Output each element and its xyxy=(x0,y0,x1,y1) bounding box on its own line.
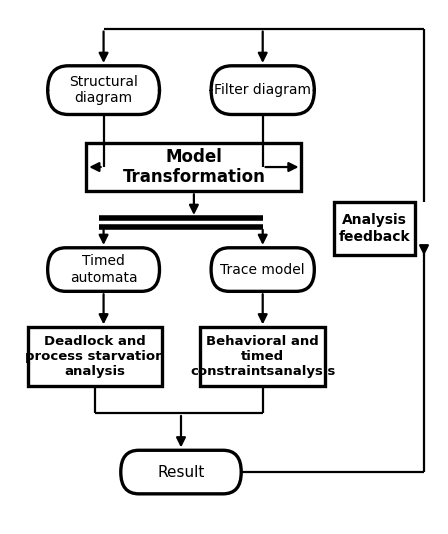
Text: Analysis
feedback: Analysis feedback xyxy=(339,214,410,244)
Text: Trace model: Trace model xyxy=(220,263,305,277)
Bar xyxy=(28,327,162,386)
FancyBboxPatch shape xyxy=(211,248,314,292)
Text: Timed
automata: Timed automata xyxy=(70,255,138,285)
Text: Model
Transformation: Model Transformation xyxy=(122,147,265,186)
Text: Behavioral and
timed
constraintsanalysis: Behavioral and timed constraintsanalysis xyxy=(190,335,336,378)
Bar xyxy=(334,202,415,255)
Text: Result: Result xyxy=(157,465,205,480)
Text: Deadlock and
process starvation
analysis: Deadlock and process starvation analysis xyxy=(25,335,165,378)
Text: Filter diagram: Filter diagram xyxy=(214,83,311,97)
FancyBboxPatch shape xyxy=(47,248,159,292)
Bar xyxy=(86,143,302,191)
Bar xyxy=(200,327,325,386)
FancyBboxPatch shape xyxy=(47,66,159,114)
FancyBboxPatch shape xyxy=(211,66,314,114)
Text: Structural
diagram: Structural diagram xyxy=(69,75,138,105)
FancyBboxPatch shape xyxy=(121,450,241,494)
